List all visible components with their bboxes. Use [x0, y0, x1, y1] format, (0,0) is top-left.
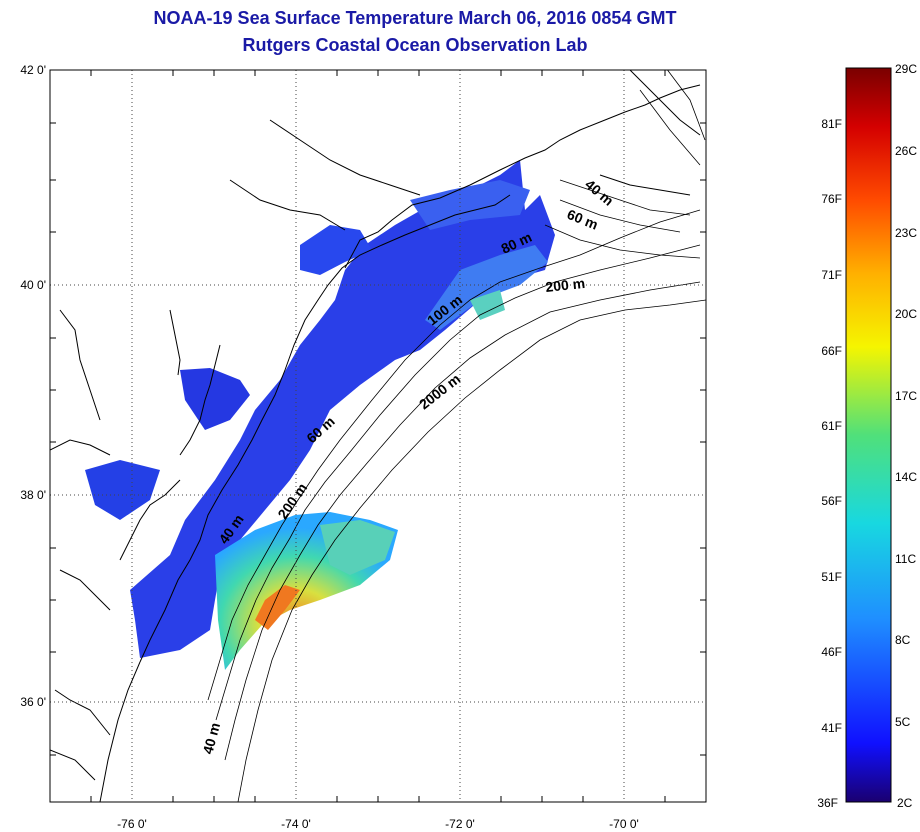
- sst-field: [85, 160, 555, 670]
- coastline: [50, 70, 701, 802]
- lon-label-74: -74 0': [281, 817, 311, 831]
- colorbar-fahrenheit-labels: 81F 76F 71F 66F 61F 56F 51F 46F 41F 36F: [817, 117, 842, 810]
- contour-label-200m-north: 200 m: [545, 275, 586, 295]
- map-subtitle: Rutgers Coastal Ocean Observation Lab: [242, 35, 588, 55]
- lat-label-42: 42 0': [20, 63, 46, 77]
- lat-label-40: 40 0': [20, 278, 46, 292]
- colorbar-f-36: 36F: [817, 796, 838, 810]
- colorbar-f-46: 46F: [821, 645, 842, 659]
- lat-labels: 42 0' 40 0' 38 0' 36 0': [20, 63, 46, 709]
- map-grid: [50, 70, 706, 802]
- colorbar-c-11: 11C: [895, 552, 916, 566]
- lat-label-36: 36 0': [20, 695, 46, 709]
- colorbar-f-56: 56F: [821, 494, 842, 508]
- map-frame: [49, 69, 707, 803]
- colorbar-c-8: 8C: [895, 633, 911, 647]
- colorbar-f-81: 81F: [821, 117, 842, 131]
- colorbar-f-61: 61F: [821, 419, 842, 433]
- contour-label-60m-north: 60 m: [565, 206, 601, 233]
- colorbar-f-66: 66F: [821, 344, 842, 358]
- lon-label-76: -76 0': [117, 817, 147, 831]
- axis-ticks: [50, 70, 706, 802]
- contour-label-40m-south: 40 m: [199, 721, 223, 756]
- colorbar-c-5: 5C: [895, 715, 911, 729]
- contour-label-40m-north: 40 m: [582, 176, 617, 209]
- bathymetry-contours: [207, 70, 706, 802]
- colorbar-f-41: 41F: [821, 721, 842, 735]
- colorbar-c-29: 29C: [895, 62, 917, 76]
- lon-label-72: -72 0': [445, 817, 475, 831]
- lon-labels: -76 0' -74 0' -72 0' -70 0': [117, 817, 639, 831]
- colorbar-c-26: 26C: [895, 144, 917, 158]
- colorbar-c-23: 23C: [895, 226, 917, 240]
- colorbar-c-14: 14C: [895, 470, 917, 484]
- colorbar-c-20: 20C: [895, 307, 917, 321]
- map-title: NOAA-19 Sea Surface Temperature March 06…: [153, 8, 677, 28]
- colorbar-celsius-labels: 29C 26C 23C 20C 17C 14C 11C 8C 5C 2C: [895, 62, 917, 810]
- colorbar-c-17: 17C: [895, 389, 917, 403]
- colorbar-f-76: 76F: [821, 192, 842, 206]
- lon-label-70: -70 0': [609, 817, 639, 831]
- colorbar-f-71: 71F: [821, 268, 842, 282]
- colorbar-f-51: 51F: [821, 570, 842, 584]
- lat-label-38: 38 0': [20, 488, 46, 502]
- colorbar: [845, 67, 892, 803]
- colorbar-c-2: 2C: [897, 796, 913, 810]
